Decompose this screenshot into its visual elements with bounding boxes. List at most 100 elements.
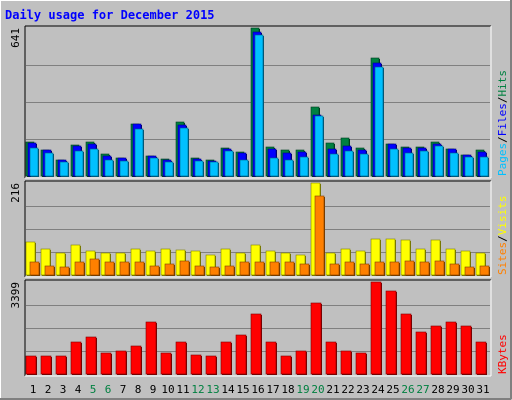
bar-sites-day-21	[329, 263, 340, 276]
bar-sites-day-20	[314, 195, 325, 276]
day-label-17: 17	[266, 383, 279, 396]
bar-kbytes-day-28	[430, 325, 442, 375]
bar-pages-day-22	[344, 150, 354, 177]
bar-pages-day-20	[314, 115, 324, 177]
panel-legend-label: KBytes	[496, 334, 509, 374]
bar-pages-day-7	[119, 160, 129, 177]
bar-pages-day-11	[179, 127, 189, 177]
day-label-22: 22	[341, 383, 354, 396]
bar-kbytes-day-25	[385, 290, 397, 375]
day-label-7: 7	[120, 383, 127, 396]
day-label-30: 30	[461, 383, 474, 396]
chart-panels: 641Pages/Files/Hits216Sites/Visits3399KB…	[9, 25, 509, 377]
bar-sites-day-24	[374, 261, 385, 276]
panel-3: 3399 KBytes	[9, 279, 509, 377]
bar-kbytes-day-29	[445, 321, 457, 375]
bar-pages-day-8	[134, 128, 144, 177]
bar-pages-day-2	[44, 152, 54, 177]
bar-kbytes-day-21	[325, 341, 337, 375]
bar-pages-day-29	[449, 152, 459, 177]
day-label-2: 2	[45, 383, 52, 396]
legend-part: Hits	[496, 70, 509, 97]
day-label-24: 24	[371, 383, 385, 396]
bar-kbytes-day-15	[235, 334, 247, 375]
legend-part: /	[496, 136, 509, 143]
day-label-6: 6	[105, 383, 112, 396]
bar-kbytes-day-17	[265, 341, 277, 375]
bar-sites-day-17	[269, 261, 280, 276]
day-label-14: 14	[221, 383, 235, 396]
bar-pages-day-30	[464, 156, 474, 177]
panel-bars	[25, 281, 487, 375]
legend-part: Pages	[496, 143, 509, 176]
day-label-5: 5	[90, 383, 97, 396]
legend-part: Sites	[496, 242, 509, 275]
panel-max-label: 216	[9, 183, 22, 203]
bar-kbytes-day-16	[250, 313, 262, 375]
day-label-19: 19	[296, 383, 309, 396]
bar-kbytes-day-14	[220, 341, 232, 375]
legend-part: /	[496, 235, 509, 242]
bar-kbytes-day-22	[340, 350, 352, 375]
day-label-12: 12	[191, 383, 204, 396]
bar-kbytes-day-31	[475, 341, 487, 375]
bar-kbytes-day-10	[160, 352, 172, 375]
bar-kbytes-day-2	[40, 355, 52, 375]
bar-sites-day-1	[29, 261, 40, 276]
bar-sites-day-6	[104, 261, 115, 276]
bar-sites-day-31	[479, 265, 490, 276]
bar-pages-day-26	[404, 152, 414, 177]
bar-sites-day-30	[464, 266, 475, 276]
panel-2: 216 Sites/Visits	[9, 180, 509, 278]
bar-pages-day-1	[29, 147, 39, 177]
bar-pages-day-14	[224, 150, 234, 177]
bar-pages-day-21	[329, 153, 339, 177]
bar-sites-day-7	[119, 261, 130, 276]
bar-pages-day-31	[479, 156, 489, 177]
bar-sites-day-14	[224, 265, 235, 276]
bar-sites-day-19	[299, 263, 310, 276]
bar-pages-day-27	[419, 150, 429, 177]
bar-pages-day-18	[284, 159, 294, 177]
bar-kbytes-day-6	[100, 352, 112, 375]
legend-part: Visits	[496, 196, 509, 236]
day-label-27: 27	[416, 383, 429, 396]
bar-sites-day-13	[209, 266, 220, 276]
day-label-31: 31	[476, 383, 489, 396]
bar-pages-day-15	[239, 159, 249, 177]
day-label-28: 28	[431, 383, 444, 396]
day-label-9: 9	[150, 383, 157, 396]
panel-bars	[25, 27, 489, 177]
panel-max-label: 641	[9, 28, 22, 48]
day-labels: 1 2 3 4 5 6 7 8 9 10 11 12 13 14 15 16 17 18 19 20 21 22 23 24 2…	[30, 383, 490, 396]
bar-pages-day-23	[359, 153, 369, 177]
bar-kbytes-day-4	[70, 341, 82, 375]
bar-pages-day-10	[164, 161, 174, 177]
bar-kbytes-day-7	[115, 350, 127, 375]
legend-part: /	[496, 97, 509, 104]
day-label-4: 4	[75, 383, 82, 396]
day-label-20: 20	[311, 383, 324, 396]
bar-pages-day-12	[194, 160, 204, 177]
day-label-13: 13	[206, 383, 219, 396]
bar-sites-day-26	[404, 260, 415, 276]
day-label-23: 23	[356, 383, 369, 396]
day-label-15: 15	[236, 383, 249, 396]
bar-sites-day-29	[449, 263, 460, 276]
bar-kbytes-day-9	[145, 321, 157, 375]
bar-sites-day-28	[434, 260, 445, 276]
day-label-11: 11	[176, 383, 189, 396]
day-label-10: 10	[161, 383, 174, 396]
bar-pages-day-24	[374, 66, 384, 177]
bar-sites-day-12	[194, 265, 205, 276]
bar-sites-day-18	[284, 261, 295, 276]
bar-pages-day-3	[59, 161, 69, 177]
bar-sites-day-9	[149, 265, 160, 276]
bar-sites-day-10	[164, 263, 175, 276]
bar-pages-day-13	[209, 161, 219, 177]
bar-kbytes-day-18	[280, 355, 292, 375]
bar-pages-day-9	[149, 157, 159, 177]
